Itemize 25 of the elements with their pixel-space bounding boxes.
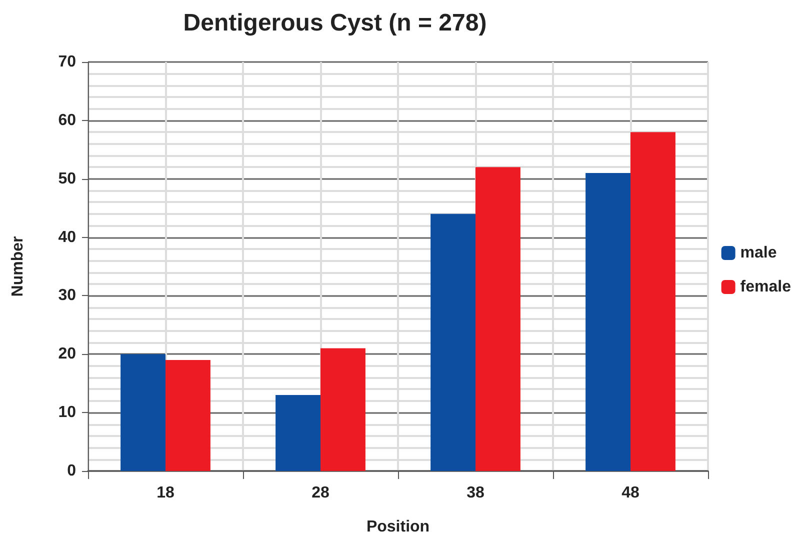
x-tick-label: 18 [156,484,174,502]
chart-title: Dentigerous Cyst (n = 278) [183,10,487,36]
bar [166,360,210,471]
y-tick-label: 30 [58,287,76,304]
y-tick-label: 50 [58,170,76,188]
y-axis-title: Number [10,236,26,297]
y-tick-label: 0 [67,462,76,480]
bar [630,132,676,471]
y-tick-label: 10 [58,404,76,422]
bar [120,354,166,471]
x-tick-label: 48 [622,484,640,502]
x-tick-label: 38 [466,484,484,502]
x-axis-title: Position [366,518,430,536]
bar [430,214,476,471]
legend-label: male [740,244,777,262]
y-tick-label: 60 [58,112,76,129]
bar [476,167,520,471]
legend-label: female [740,278,792,296]
bar [320,348,366,471]
bar [276,395,320,471]
y-tick-label: 70 [58,54,76,70]
bar [586,173,630,471]
y-tick-label: 20 [58,346,76,363]
y-tick-label: 40 [58,228,76,246]
x-tick-label: 28 [312,484,330,502]
